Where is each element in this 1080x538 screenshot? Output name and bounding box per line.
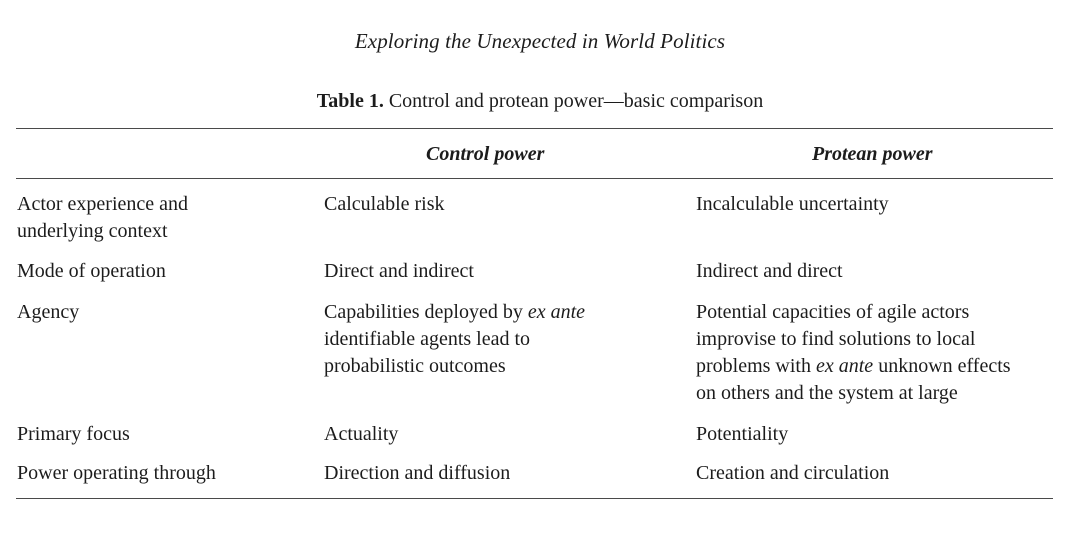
cell-text-italic: ex ante	[527, 301, 586, 323]
cell-line: Capabilities deployed by ex ante	[324, 299, 674, 326]
cell-text: unknown effects	[873, 355, 1011, 377]
control-power-cell: Direct and indirect	[324, 260, 474, 282]
protean-power-cell: Potentiality	[696, 423, 789, 445]
cell-text: Capabilities deployed by	[324, 301, 528, 323]
column-header-protean-power: Protean power	[812, 143, 933, 165]
protean-power-cell: Potential capacities of agile actors imp…	[696, 299, 1061, 407]
row-label: Agency	[17, 301, 80, 323]
control-power-cell: Actuality	[324, 423, 399, 445]
cell-text-italic: ex ante	[816, 355, 874, 377]
row-label: Mode of operation	[17, 260, 166, 282]
cell-line: on others and the system at large	[696, 382, 958, 404]
cell-line: problems with ex ante unknown effects	[696, 353, 1061, 380]
header-rule	[16, 178, 1053, 179]
row-label: Primary focus	[17, 423, 130, 445]
cell-line: probabilistic outcomes	[324, 355, 506, 377]
table-bottom-rule	[16, 498, 1053, 499]
table-caption-label: Table 1.	[316, 90, 384, 112]
control-power-cell: Capabilities deployed by ex ante identif…	[324, 299, 674, 380]
row-label: Power operating through	[17, 462, 216, 484]
protean-power-cell: Indirect and direct	[696, 260, 843, 282]
cell-line: identifiable agents lead to	[324, 328, 531, 350]
cell-line: improvise to find solutions to local	[696, 328, 976, 350]
control-power-cell: Calculable risk	[324, 193, 445, 215]
column-header-control-power: Control power	[426, 143, 545, 165]
table-caption-text: Control and protean power—basic comparis…	[388, 90, 764, 112]
table-top-rule	[16, 128, 1053, 129]
row-label: Actor experience and underlying context	[17, 191, 297, 245]
protean-power-cell: Creation and circulation	[696, 462, 890, 484]
row-label-line: Actor experience and	[17, 193, 189, 215]
row-label-line: underlying context	[17, 220, 168, 242]
running-head: Exploring the Unexpected in World Politi…	[354, 29, 726, 53]
protean-power-cell: Incalculable uncertainty	[696, 193, 889, 215]
table-caption: Table 1. Control and protean power—basic…	[0, 90, 1080, 113]
cell-text: problems with	[696, 355, 816, 377]
control-power-cell: Direction and diffusion	[324, 462, 511, 484]
cell-line: Potential capacities of agile actors	[696, 301, 970, 323]
